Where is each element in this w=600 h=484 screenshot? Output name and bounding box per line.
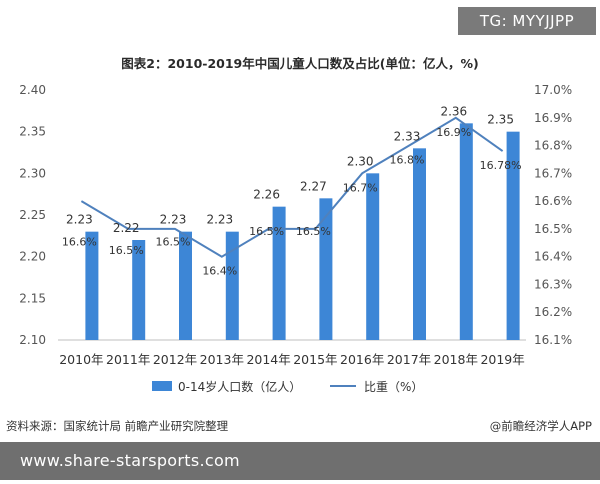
x-tick-label: 2018年 xyxy=(434,352,478,367)
x-tick-label: 2019年 xyxy=(480,352,524,367)
legend-bar-label: 0-14岁人口数（亿人） xyxy=(178,379,301,394)
y-right-tick-label: 16.8% xyxy=(534,139,572,153)
y-left-tick-label: 2.35 xyxy=(19,125,46,139)
line-value-label: 16.8% xyxy=(390,154,425,167)
line-value-label: 16.5% xyxy=(296,225,331,238)
line-value-label: 16.78% xyxy=(480,159,522,172)
y-right-tick-label: 16.5% xyxy=(534,222,572,236)
line-value-label: 16.5% xyxy=(156,236,191,249)
tg-badge: TG: MYYJJPP xyxy=(458,7,596,35)
bar-value-label: 2.35 xyxy=(487,113,514,127)
x-tick-label: 2015年 xyxy=(293,352,337,367)
legend-bar-swatch xyxy=(152,381,172,391)
line-value-label: 16.6% xyxy=(62,236,97,249)
y-right-tick-label: 16.3% xyxy=(534,277,572,291)
bar xyxy=(366,173,380,340)
y-left-tick-label: 2.10 xyxy=(19,333,46,347)
y-right-tick-label: 17.0% xyxy=(534,83,572,97)
x-tick-label: 2013年 xyxy=(200,352,244,367)
bar-value-label: 2.23 xyxy=(160,213,187,227)
line-value-label: 16.7% xyxy=(343,181,378,194)
bar xyxy=(85,231,99,340)
bar-value-label: 2.33 xyxy=(394,129,421,143)
y-left-tick-label: 2.30 xyxy=(19,166,46,180)
bar xyxy=(272,206,286,340)
bar-value-label: 2.23 xyxy=(206,213,233,227)
y-right-tick-label: 16.4% xyxy=(534,250,572,264)
x-tick-label: 2012年 xyxy=(153,352,197,367)
y-right-tick-label: 16.9% xyxy=(534,111,572,125)
y-right-tick-label: 16.1% xyxy=(534,333,572,347)
line-value-label: 16.5% xyxy=(249,225,284,238)
bar xyxy=(459,123,473,340)
bar-value-label: 2.26 xyxy=(253,188,280,202)
y-right-tick-label: 16.2% xyxy=(534,305,572,319)
line-value-label: 16.5% xyxy=(109,244,144,257)
bar xyxy=(413,148,426,340)
bar xyxy=(319,198,333,340)
x-tick-label: 2010年 xyxy=(59,352,103,367)
bar xyxy=(225,231,239,340)
bar xyxy=(132,240,146,340)
y-right-tick-label: 16.6% xyxy=(534,194,572,208)
source-note: 资料来源：国家统计局 前瞻产业研究院整理 xyxy=(6,419,229,433)
line-value-label: 16.4% xyxy=(202,265,237,278)
x-tick-label: 2014年 xyxy=(246,352,290,367)
x-tick-label: 2017年 xyxy=(387,352,431,367)
y-right-tick-label: 16.7% xyxy=(534,166,572,180)
bar-value-label: 2.22 xyxy=(113,221,140,235)
y-left-tick-label: 2.40 xyxy=(19,83,46,97)
bar-value-label: 2.23 xyxy=(66,213,93,227)
x-tick-label: 2016年 xyxy=(340,352,384,367)
chart-title: 图表2：2010-2019年中国儿童人口数及占比(单位：亿人，%) xyxy=(121,56,479,71)
bar-value-label: 2.27 xyxy=(300,179,327,193)
line-value-label: 16.9% xyxy=(436,126,471,139)
y-left-tick-label: 2.25 xyxy=(19,208,46,222)
bar-value-label: 2.36 xyxy=(440,104,467,118)
bar xyxy=(179,231,192,340)
bar xyxy=(506,131,520,340)
y-left-tick-label: 2.15 xyxy=(19,291,46,305)
watermark-text: www.share-starsports.com xyxy=(20,451,240,470)
watermark-bar xyxy=(0,442,600,480)
x-tick-label: 2011年 xyxy=(106,352,150,367)
y-left-tick-label: 2.20 xyxy=(19,250,46,264)
brand-note: @前瞻经济学人APP xyxy=(489,419,592,433)
bar-value-label: 2.30 xyxy=(347,154,374,168)
legend-line-label: 比重（%） xyxy=(364,380,423,394)
line-series xyxy=(80,116,504,258)
